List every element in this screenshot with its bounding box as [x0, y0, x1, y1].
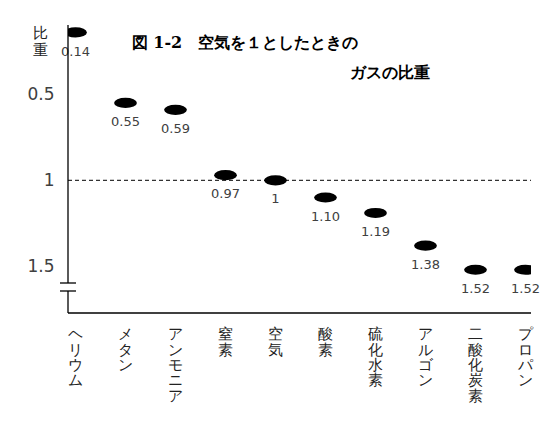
svg-text:1.52: 1.52	[511, 281, 540, 296]
svg-text:1.19: 1.19	[361, 224, 390, 239]
svg-text:1: 1	[44, 170, 55, 190]
svg-text:硫化水素: 硫化水素	[368, 325, 383, 389]
svg-text:1.38: 1.38	[411, 257, 440, 272]
svg-text:空気: 空気	[268, 325, 283, 358]
svg-text:アルゴン: アルゴン	[418, 325, 434, 389]
svg-text:0.59: 0.59	[161, 121, 190, 136]
svg-text:酸素: 酸素	[318, 325, 333, 358]
svg-text:0.55: 0.55	[111, 114, 140, 129]
svg-text:0.14: 0.14	[61, 44, 90, 59]
svg-text:ガスの比重: ガスの比重	[350, 63, 430, 82]
svg-text:1.5: 1.5	[27, 256, 54, 276]
svg-text:二酸化炭素: 二酸化炭素	[468, 325, 483, 404]
svg-text:ヘリウム: ヘリウム	[68, 325, 83, 389]
svg-text:1.10: 1.10	[311, 209, 340, 224]
svg-text:アンモニア: アンモニア	[168, 325, 183, 404]
svg-text:プロパン: プロパン	[517, 325, 534, 389]
svg-text:1.52: 1.52	[461, 281, 490, 296]
svg-text:1: 1	[271, 191, 279, 206]
svg-text:比重: 比重	[33, 24, 48, 59]
svg-text:0.97: 0.97	[211, 186, 240, 201]
svg-text:0.5: 0.5	[27, 84, 54, 104]
svg-text:図 1-2 空気を１としたときの: 図 1-2 空気を１としたときの	[132, 33, 358, 52]
svg-text:窒素: 窒素	[218, 325, 233, 358]
svg-text:メタン: メタン	[118, 325, 133, 374]
